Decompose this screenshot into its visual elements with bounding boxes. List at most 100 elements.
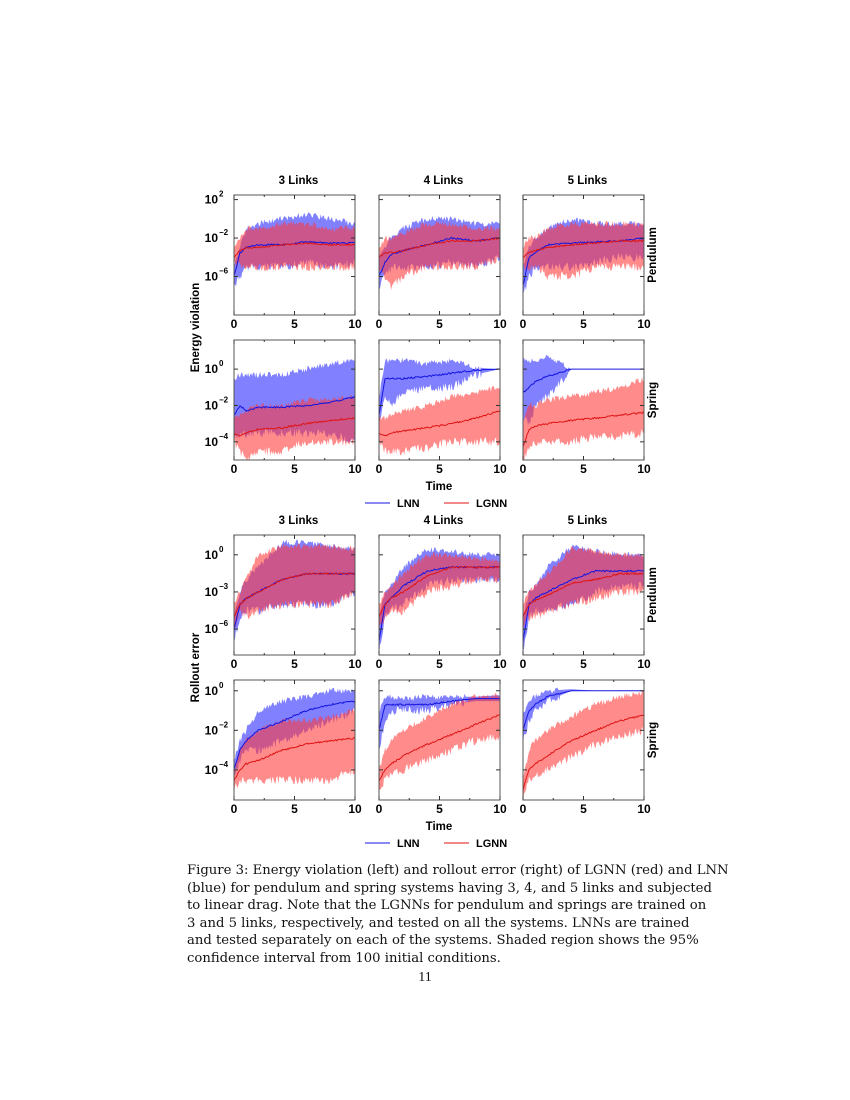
x-tick-label: 0 bbox=[520, 317, 527, 331]
figure-caption: Figure 3: Energy violation (left) and ro… bbox=[187, 862, 729, 967]
confidence-band-lgnn bbox=[379, 551, 500, 631]
mean-line-lnn bbox=[234, 700, 355, 770]
plot-area bbox=[379, 693, 500, 791]
confidence-band-lgnn bbox=[234, 708, 355, 794]
caption-line: confidence interval from 100 initial con… bbox=[187, 950, 501, 966]
plot-area bbox=[234, 687, 355, 794]
panel-pendulum-5-links: 0 5 10 bbox=[520, 534, 651, 671]
y-tick-label: 10 bbox=[205, 435, 219, 449]
confidence-band-lgnn bbox=[234, 220, 355, 272]
x-tick-label: 0 bbox=[520, 462, 527, 476]
panel-spring-5-links: 0 5 10 bbox=[520, 679, 651, 816]
y-tick-exponent: 0 bbox=[219, 359, 224, 368]
y-tick-label: 10 bbox=[205, 193, 219, 207]
plot-area bbox=[523, 354, 644, 460]
page-number: 11 bbox=[418, 970, 432, 985]
x-tick-label: 5 bbox=[436, 802, 443, 816]
y-tick-label: 10 bbox=[205, 398, 219, 412]
x-tick-label: 5 bbox=[580, 317, 587, 331]
x-tick-label: 5 bbox=[436, 317, 443, 331]
mean-line-lgnn bbox=[379, 713, 500, 782]
y-tick-label: 10 bbox=[205, 622, 219, 636]
y-axis-label: Energy violation bbox=[190, 283, 202, 372]
confidence-band-lnn bbox=[523, 354, 644, 426]
mean-line-lgnn bbox=[234, 572, 355, 617]
y-tick-exponent: −2 bbox=[219, 228, 229, 237]
mean-line-lnn bbox=[523, 690, 644, 730]
x-tick-label: 10 bbox=[348, 462, 362, 476]
legend-label: LNN bbox=[397, 838, 420, 850]
mean-line-lnn bbox=[379, 698, 500, 730]
confidence-band-lgnn bbox=[234, 543, 355, 628]
y-tick-label: 10 bbox=[205, 585, 219, 599]
y-tick-exponent: −4 bbox=[219, 432, 229, 441]
mean-line-lnn bbox=[379, 368, 500, 416]
x-tick-label: 10 bbox=[637, 317, 651, 331]
y-tick-exponent: −2 bbox=[219, 395, 229, 404]
x-axis-label: Time bbox=[426, 481, 453, 493]
y-tick-exponent: −6 bbox=[219, 619, 229, 628]
plot-area bbox=[379, 547, 500, 655]
confidence-band-lnn bbox=[379, 357, 500, 424]
row-label: Spring bbox=[647, 382, 659, 418]
x-tick-label: 5 bbox=[291, 317, 298, 331]
caption-line: and tested separately on each of the sys… bbox=[187, 933, 699, 948]
legend-label: LGNN bbox=[476, 838, 507, 850]
y-tick-exponent: −4 bbox=[219, 760, 229, 769]
x-tick-label: 5 bbox=[580, 657, 587, 671]
y-tick-label: 10 bbox=[205, 362, 219, 376]
x-tick-label: 0 bbox=[376, 802, 383, 816]
x-tick-label: 0 bbox=[520, 802, 527, 816]
mean-line-lnn bbox=[523, 368, 644, 394]
y-tick-label: 10 bbox=[205, 684, 219, 698]
mean-line-lgnn bbox=[234, 241, 355, 259]
x-tick-label: 10 bbox=[493, 462, 507, 476]
y-tick-label: 10 bbox=[205, 723, 219, 737]
x-axis-label: Time bbox=[426, 821, 453, 833]
mean-line-lnn bbox=[379, 236, 500, 277]
x-tick-label: 10 bbox=[637, 462, 651, 476]
y-tick-exponent: −3 bbox=[219, 582, 229, 591]
x-tick-label: 0 bbox=[231, 317, 238, 331]
confidence-band-lgnn bbox=[523, 377, 644, 460]
row-label: Pendulum bbox=[647, 227, 659, 283]
confidence-band-lgnn bbox=[379, 220, 500, 290]
confidence-band-lgnn bbox=[523, 221, 644, 281]
y-tick-exponent: 0 bbox=[219, 681, 224, 690]
x-tick-label: 5 bbox=[580, 462, 587, 476]
y-tick-exponent: −2 bbox=[219, 720, 229, 729]
mean-line-lgnn bbox=[379, 410, 500, 437]
x-tick-label: 10 bbox=[348, 317, 362, 331]
x-tick-label: 5 bbox=[291, 462, 298, 476]
x-tick-label: 0 bbox=[231, 462, 238, 476]
y-tick-label: 10 bbox=[205, 763, 219, 777]
panel-pendulum-5-links: 0 5 10 bbox=[520, 194, 651, 331]
plot-area bbox=[523, 544, 644, 651]
y-axis-label: Rollout error bbox=[190, 632, 202, 702]
column-title: 4 Links bbox=[424, 515, 464, 527]
confidence-band-lgnn bbox=[234, 394, 355, 460]
x-tick-label: 10 bbox=[493, 317, 507, 331]
plot-area bbox=[234, 212, 355, 287]
column-title: 3 Links bbox=[279, 515, 319, 527]
legend-label: LNN bbox=[397, 498, 420, 510]
mean-line-lgnn bbox=[523, 411, 644, 448]
x-tick-label: 10 bbox=[493, 802, 507, 816]
y-tick-exponent: −6 bbox=[219, 267, 229, 276]
x-tick-label: 10 bbox=[637, 802, 651, 816]
y-tick-exponent: 0 bbox=[219, 545, 224, 554]
row-label: Pendulum bbox=[647, 567, 659, 623]
caption-line: Figure 3: Energy violation (left) and ro… bbox=[187, 863, 729, 878]
row-label: Spring bbox=[647, 722, 659, 758]
confidence-band-lgnn bbox=[379, 386, 500, 456]
x-tick-label: 0 bbox=[376, 462, 383, 476]
caption-line: 3 and 5 links, respectively, and tested … bbox=[187, 915, 690, 931]
mean-line-lnn bbox=[234, 396, 355, 416]
plot-area bbox=[379, 357, 500, 456]
x-tick-label: 0 bbox=[376, 317, 383, 331]
panel-spring-4-links: 0 5 10 bbox=[376, 679, 507, 816]
column-title: 4 Links bbox=[424, 175, 464, 187]
